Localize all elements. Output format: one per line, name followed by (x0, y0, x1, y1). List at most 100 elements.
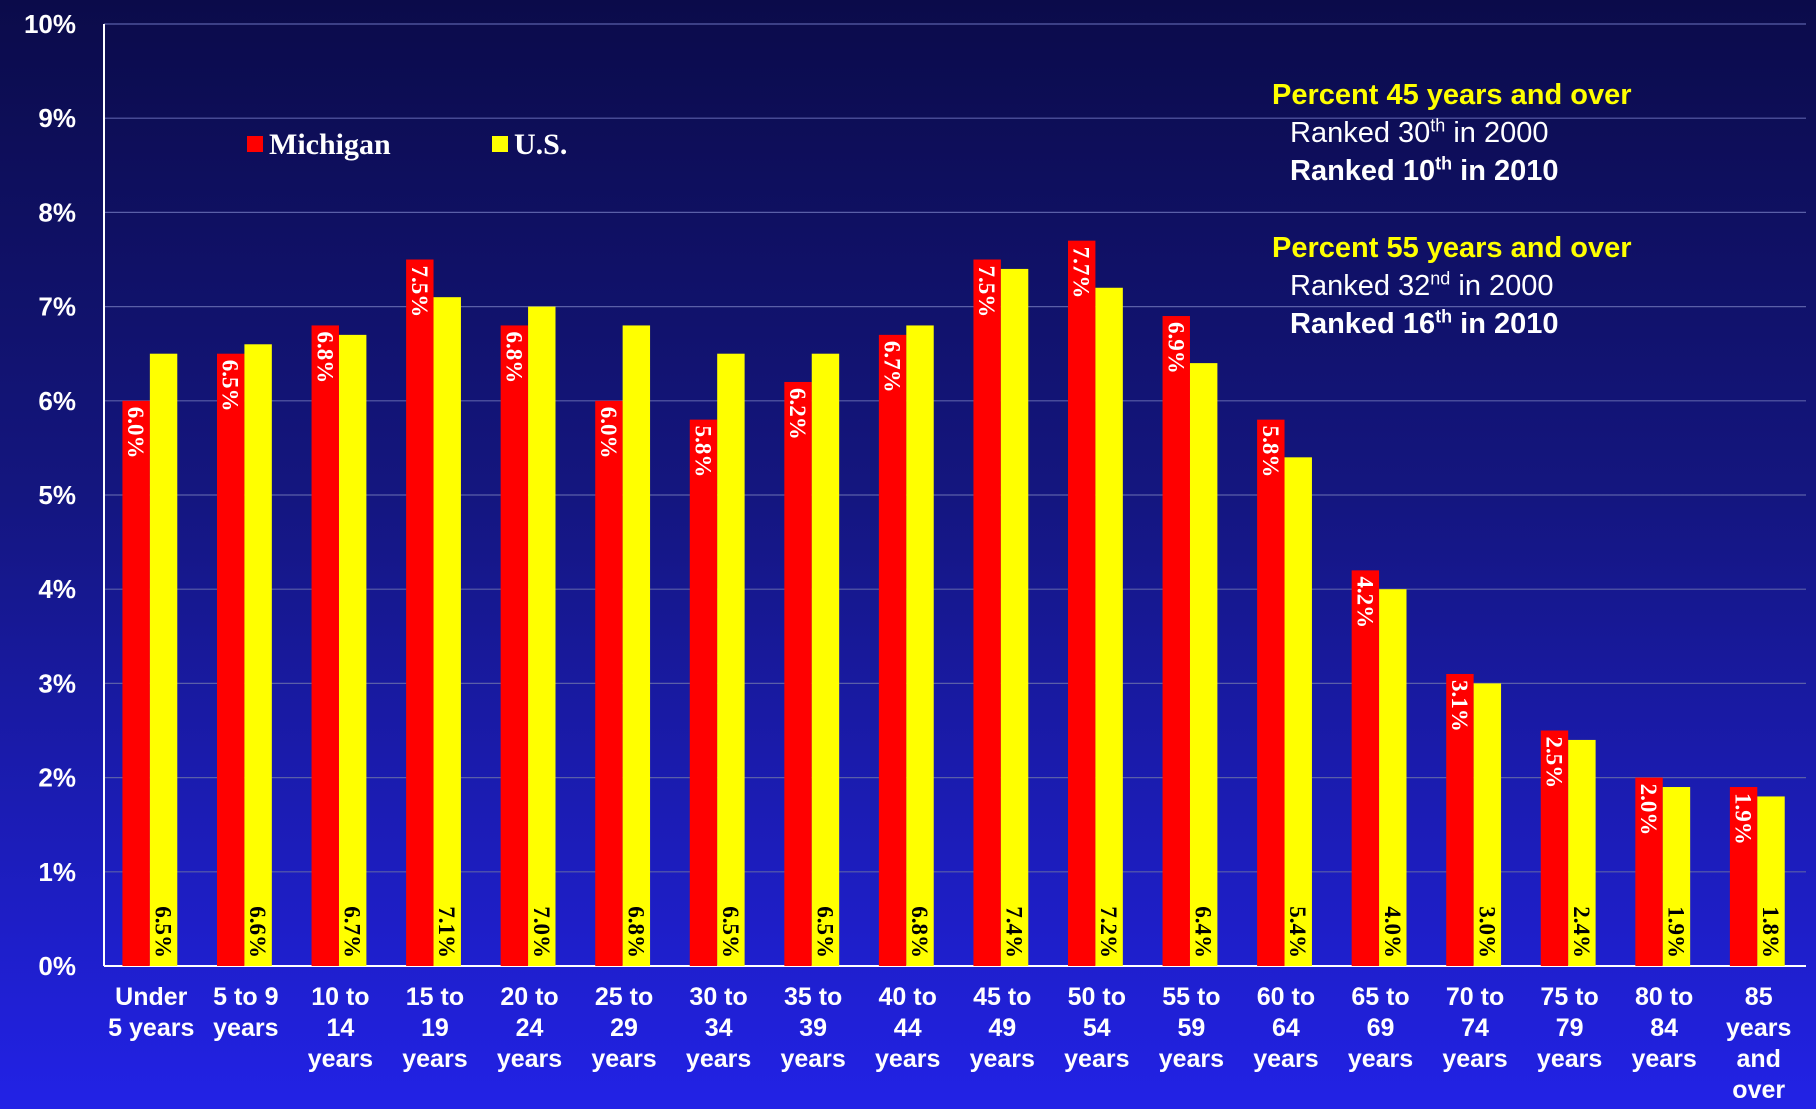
value-label: 7.5% (974, 266, 999, 318)
annotation-text: th (1430, 115, 1446, 136)
value-label: 5.8% (1258, 426, 1283, 478)
annotation-heading: Percent 45 years and over (1272, 79, 1632, 111)
x-tick-label: 60 to 64 years (1253, 983, 1319, 1073)
x-tick-label: 85 years and over (1726, 983, 1792, 1104)
value-label: 6.7% (880, 341, 905, 393)
x-tick-label: 25 to 29 years (591, 983, 657, 1073)
value-label: 1.9% (1663, 906, 1688, 958)
bar (1257, 419, 1285, 966)
annotation-text: nd (1430, 268, 1451, 289)
bar (433, 297, 461, 966)
legend-swatch (247, 136, 263, 152)
bar (1162, 316, 1190, 966)
value-label: 6.9% (1163, 322, 1188, 374)
bar (338, 334, 367, 966)
y-tick-label: 1% (38, 857, 76, 887)
x-tick-label: 65 to 69 years (1347, 983, 1414, 1073)
value-label: 2.4% (1569, 906, 1594, 958)
x-tick-label: 30 to 34 years (685, 983, 752, 1073)
bar (1635, 777, 1663, 966)
y-tick-label: 10% (24, 9, 76, 39)
bar (1095, 287, 1123, 966)
value-label: 1.8% (1758, 906, 1783, 958)
bar (1284, 457, 1312, 966)
value-label: 2.5% (1541, 737, 1566, 789)
bar (1446, 673, 1474, 966)
annotation-text: Ranked 10 (1290, 155, 1436, 187)
bar (878, 334, 907, 966)
bar (1473, 683, 1502, 966)
value-label: 5.4% (1285, 906, 1310, 958)
bar (122, 400, 150, 966)
bar (149, 353, 178, 966)
value-label: 7.7% (1069, 247, 1094, 299)
bar (595, 400, 623, 966)
bar (1351, 570, 1380, 966)
x-tick-label: 20 to 24 years (496, 983, 563, 1073)
value-label: 5.8% (690, 426, 715, 478)
bar (1379, 589, 1407, 966)
bar (906, 325, 934, 966)
value-label: 6.5% (718, 906, 743, 958)
value-label: 4.2% (1352, 576, 1377, 628)
x-tick-label: 15 to 19 years (402, 983, 468, 1073)
value-label: 6.8% (623, 906, 648, 958)
value-label: 6.7% (340, 906, 365, 958)
legend-label: Michigan (269, 128, 391, 161)
bar (1662, 787, 1691, 966)
annotation-text: in 2000 (1445, 117, 1549, 149)
annotation-text: th (1435, 306, 1453, 327)
x-tick-label: 70 to 74 years (1442, 983, 1508, 1073)
value-label: 4.0% (1380, 906, 1405, 958)
annotation-text: in 2010 (1452, 155, 1559, 187)
annotation-text: Ranked 32 (1290, 270, 1431, 302)
bar (1757, 796, 1785, 966)
y-tick-label: 3% (38, 668, 76, 698)
bar (1067, 240, 1096, 966)
value-label: 6.5% (218, 360, 243, 412)
x-tick-label: 80 to 84 years (1631, 983, 1697, 1073)
x-tick-label: 35 to 39 years (780, 983, 846, 1073)
annotation-line: Ranked 16th in 2010 (1272, 305, 1631, 343)
annotation-heading: Percent 55 years and over (1272, 232, 1632, 264)
value-label: 1.9% (1731, 793, 1756, 845)
value-label: 7.4% (1002, 906, 1027, 958)
bar (1189, 363, 1218, 966)
annotation: Percent 55 years and over Ranked 32nd in … (1272, 229, 1631, 343)
y-tick-label: 4% (38, 574, 76, 604)
value-label: 7.2% (1096, 906, 1121, 958)
legend-swatch (492, 136, 508, 152)
bar (406, 259, 434, 966)
y-tick-label: 9% (38, 103, 76, 133)
bar (1729, 787, 1758, 966)
value-label: 6.0% (596, 407, 621, 459)
annotation-line: Ranked 30th in 2000 (1272, 114, 1631, 152)
bar (1540, 730, 1569, 966)
bar (717, 353, 745, 966)
bar (973, 259, 1001, 966)
annotation: Percent 45 years and over Ranked 30th in … (1272, 76, 1631, 190)
annotation-text: Ranked 16 (1290, 308, 1436, 340)
y-tick-label: 7% (38, 292, 76, 322)
x-tick-label: 10 to 14 years (307, 983, 374, 1073)
annotation-text: in 2010 (1452, 308, 1559, 340)
y-tick-label: 0% (38, 951, 76, 981)
value-label: 7.1% (434, 906, 459, 958)
value-label: 6.0% (123, 407, 148, 459)
value-label: 6.6% (245, 906, 270, 958)
bar (244, 344, 272, 966)
x-tick-label: 45 to 49 years (969, 983, 1035, 1073)
annotation-line: Ranked 32nd in 2000 (1272, 267, 1631, 305)
y-tick-label: 8% (38, 197, 76, 227)
annotation-line: Ranked 10th in 2010 (1272, 152, 1631, 190)
x-tick-label: 40 to 44 years (875, 983, 941, 1073)
value-label: 3.1% (1447, 680, 1472, 732)
x-tick-label: 75 to 79 years (1536, 983, 1603, 1073)
value-label: 6.4% (1191, 906, 1216, 958)
bar (216, 353, 245, 966)
annotation-text: in 2000 (1450, 270, 1554, 302)
y-tick-label: 2% (38, 763, 76, 793)
annotation-text: th (1435, 153, 1453, 174)
